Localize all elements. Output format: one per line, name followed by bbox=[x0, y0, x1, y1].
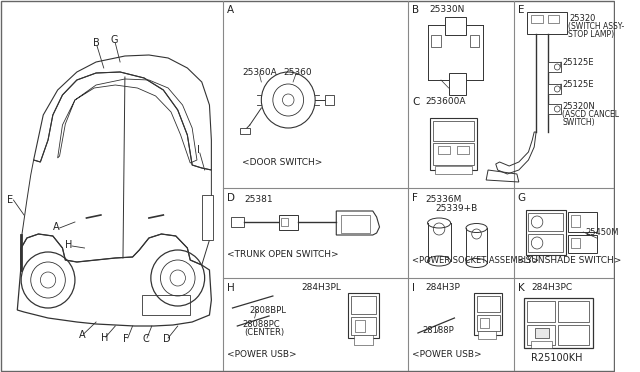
Text: <POWER USB>: <POWER USB> bbox=[227, 350, 296, 359]
Bar bbox=[527, 12, 567, 34]
Text: A: A bbox=[53, 222, 60, 232]
Text: A: A bbox=[227, 5, 234, 15]
Text: 25360: 25360 bbox=[284, 68, 312, 77]
Text: R25100KH: R25100KH bbox=[531, 353, 583, 363]
Bar bbox=[527, 301, 556, 322]
Bar bbox=[353, 335, 372, 345]
Bar bbox=[529, 213, 563, 231]
Bar bbox=[449, 73, 466, 95]
Text: 284H3PC: 284H3PC bbox=[531, 283, 572, 292]
Bar bbox=[348, 293, 378, 338]
Bar bbox=[470, 35, 479, 47]
Bar bbox=[479, 331, 496, 339]
Text: 28188P: 28188P bbox=[423, 326, 454, 335]
Text: C: C bbox=[142, 334, 149, 344]
Bar bbox=[531, 15, 543, 23]
Text: I: I bbox=[412, 283, 415, 293]
Bar bbox=[568, 212, 596, 232]
Text: C: C bbox=[412, 97, 420, 107]
Bar bbox=[571, 215, 580, 227]
Text: 25381: 25381 bbox=[244, 195, 273, 204]
Bar bbox=[431, 118, 477, 170]
Bar bbox=[341, 215, 370, 233]
Bar bbox=[558, 301, 589, 322]
Text: D: D bbox=[163, 334, 171, 344]
Bar bbox=[280, 218, 288, 226]
Text: I: I bbox=[197, 145, 200, 155]
Bar bbox=[535, 328, 548, 338]
Text: 25330N: 25330N bbox=[429, 5, 465, 14]
Bar bbox=[324, 95, 334, 105]
Text: 253600A: 253600A bbox=[426, 97, 466, 106]
Text: 25339+B: 25339+B bbox=[435, 204, 477, 213]
Bar bbox=[548, 62, 561, 72]
Text: <SUNSHADE SWITCH>: <SUNSHADE SWITCH> bbox=[518, 256, 621, 265]
Bar bbox=[524, 298, 593, 348]
Bar bbox=[548, 84, 561, 94]
Text: (ASCD CANCEL: (ASCD CANCEL bbox=[562, 110, 619, 119]
Bar bbox=[527, 325, 556, 345]
Text: E: E bbox=[7, 195, 13, 205]
Text: SWITCH): SWITCH) bbox=[562, 118, 595, 127]
Bar bbox=[355, 320, 365, 332]
Bar bbox=[230, 217, 244, 227]
Text: B: B bbox=[93, 38, 100, 48]
Bar bbox=[548, 15, 559, 23]
Text: H: H bbox=[227, 283, 234, 293]
Text: 2808BPL: 2808BPL bbox=[250, 306, 287, 315]
Text: 25360A: 25360A bbox=[242, 68, 277, 77]
Text: H: H bbox=[101, 333, 108, 343]
Text: <DOOR SWITCH>: <DOOR SWITCH> bbox=[242, 158, 323, 167]
Bar bbox=[435, 166, 472, 174]
Bar bbox=[568, 235, 596, 253]
Text: G: G bbox=[518, 193, 526, 203]
Text: 25125E: 25125E bbox=[562, 80, 593, 89]
Text: 25336M: 25336M bbox=[426, 195, 462, 204]
Text: 25125E: 25125E bbox=[562, 58, 593, 67]
Bar bbox=[142, 295, 190, 315]
Bar bbox=[431, 35, 441, 47]
Text: <POWER USB>: <POWER USB> bbox=[412, 350, 482, 359]
Text: B: B bbox=[412, 5, 419, 15]
Text: G: G bbox=[111, 35, 118, 45]
Bar bbox=[433, 143, 474, 165]
Bar bbox=[438, 146, 450, 154]
Bar bbox=[558, 325, 589, 345]
Bar bbox=[278, 215, 298, 230]
Text: 25320N: 25320N bbox=[562, 102, 595, 111]
Bar bbox=[571, 238, 580, 248]
Text: A: A bbox=[79, 330, 85, 340]
Bar bbox=[477, 315, 500, 331]
Bar bbox=[548, 104, 561, 114]
Text: 25320: 25320 bbox=[570, 14, 596, 23]
Bar bbox=[240, 128, 250, 134]
Bar bbox=[525, 210, 566, 255]
Bar bbox=[202, 195, 213, 240]
Text: <TRUNK OPEN SWITCH>: <TRUNK OPEN SWITCH> bbox=[227, 250, 339, 259]
Text: STOP LAMP): STOP LAMP) bbox=[568, 30, 614, 39]
Text: K: K bbox=[518, 283, 525, 293]
Bar bbox=[481, 318, 489, 328]
Bar bbox=[531, 341, 552, 348]
Text: H: H bbox=[65, 240, 73, 250]
Text: F: F bbox=[412, 193, 418, 203]
Text: <POWER SOCKET ASSEMBLY>: <POWER SOCKET ASSEMBLY> bbox=[412, 256, 539, 265]
Text: 28088PC: 28088PC bbox=[242, 320, 280, 329]
Text: 25450M: 25450M bbox=[585, 228, 619, 237]
Bar bbox=[529, 234, 563, 252]
Text: (CENTER): (CENTER) bbox=[244, 328, 284, 337]
Text: (SWITCH ASSY-: (SWITCH ASSY- bbox=[568, 22, 624, 31]
Bar bbox=[477, 296, 500, 312]
Bar bbox=[351, 317, 376, 335]
Text: E: E bbox=[518, 5, 524, 15]
Text: D: D bbox=[227, 193, 235, 203]
Text: 284H3PL: 284H3PL bbox=[301, 283, 342, 292]
Bar bbox=[445, 17, 466, 35]
Text: F: F bbox=[123, 334, 129, 344]
Bar bbox=[351, 296, 376, 314]
Bar bbox=[433, 121, 474, 141]
Bar bbox=[458, 146, 469, 154]
Bar bbox=[474, 293, 502, 335]
Text: 284H3P: 284H3P bbox=[426, 283, 461, 292]
